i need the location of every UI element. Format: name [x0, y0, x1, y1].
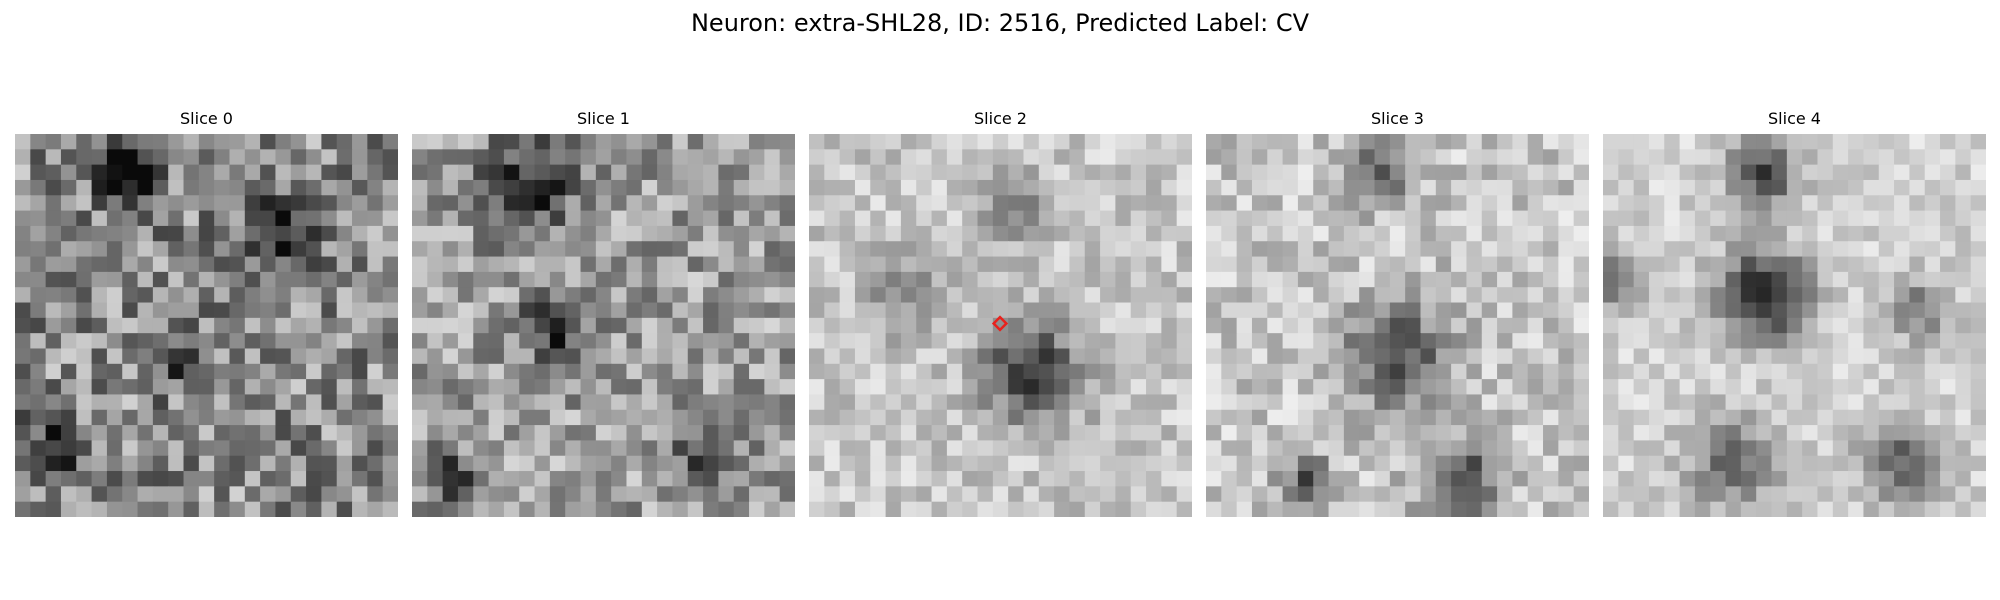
figure-title: Neuron: extra-SHL28, ID: 2516, Predicted… — [690, 9, 1310, 37]
center-marker-icon — [991, 315, 1009, 332]
slice-image-4 — [1603, 134, 1986, 517]
slice-title-2: Slice 2 — [974, 109, 1027, 128]
slice-title-1: Slice 1 — [577, 109, 630, 128]
slice-title-0: Slice 0 — [180, 109, 233, 128]
slice-image-1 — [412, 134, 795, 517]
slice-title-3: Slice 3 — [1371, 109, 1424, 128]
slice-image-2 — [809, 134, 1192, 517]
slice-title-4: Slice 4 — [1768, 109, 1821, 128]
slice-image-3 — [1206, 134, 1589, 517]
slice-image-0 — [15, 134, 398, 517]
